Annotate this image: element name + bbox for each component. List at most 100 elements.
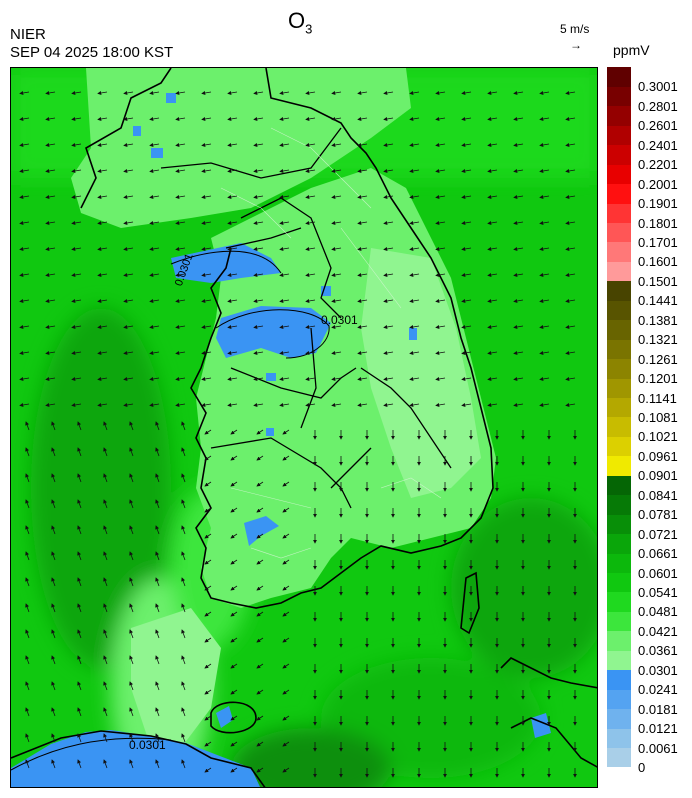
wind-arrow-icon: [97, 195, 108, 199]
wind-arrow-icon: [230, 689, 238, 695]
colorbar-tick-label: 0.1381: [638, 312, 678, 328]
wind-arrow-icon: [77, 473, 82, 483]
wind-arrow-icon: [230, 455, 238, 461]
wind-arrow-icon: [51, 655, 56, 665]
wind-arrow-icon: [175, 143, 186, 147]
wind-arrow-icon: [409, 195, 420, 199]
ozone-map[interactable]: 0.0301 0.0301 0.0301: [10, 67, 598, 788]
wind-arrow-icon: [149, 117, 160, 121]
wind-arrow-icon: [204, 507, 212, 513]
wind-arrow-icon: [103, 681, 108, 691]
colorbar-segment: [607, 86, 631, 107]
wind-arrow-icon: [97, 221, 108, 225]
wind-arrow-icon: [204, 689, 212, 695]
wind-arrow-icon: [565, 377, 576, 381]
wind-arrow-icon: [77, 603, 82, 613]
wind-arrow-icon: [256, 481, 264, 487]
contour-label: 0.0301: [129, 738, 166, 752]
wind-arrow-icon: [461, 273, 472, 277]
wind-arrow-icon: [256, 741, 264, 747]
colorbar-segment: [607, 378, 631, 399]
wind-arrow-icon: [129, 603, 134, 613]
map-title: O3: [288, 8, 313, 37]
wind-reference-label: 5 m/s: [560, 22, 590, 36]
wind-arrow-icon: [331, 221, 342, 225]
wind-arrow-icon: [331, 143, 342, 147]
wind-arrow-icon: [230, 429, 238, 435]
wind-arrow-icon: [129, 655, 134, 665]
colorbar-tick-label: 0.1261: [638, 351, 678, 367]
wind-arrow-icon: [25, 473, 30, 483]
colorbar-tick-label: 0.1901: [638, 196, 678, 212]
wind-arrow-icon: [539, 91, 550, 95]
wind-arrow-icon: [97, 143, 108, 147]
colorbar-segment: [607, 67, 631, 87]
wind-arrow-icon: [25, 525, 30, 535]
wind-arrow-icon: [435, 273, 446, 277]
wind-arrow-icon: [282, 429, 290, 435]
wind-arrow-icon: [97, 273, 108, 277]
wind-arrow-icon: [357, 169, 368, 173]
wind-arrow-icon: [487, 195, 498, 199]
wind-arrow-icon: [513, 117, 524, 121]
wind-arrow-icon: [487, 221, 498, 225]
wind-arrow-icon: [103, 655, 108, 665]
wind-arrow-icon: [279, 377, 290, 381]
wind-arrow-icon: [227, 377, 238, 381]
wind-arrow-icon: [282, 611, 290, 617]
wind-arrow-icon: [487, 403, 498, 407]
wind-arrow-icon: [123, 351, 134, 355]
wind-arrow-icon: [305, 91, 316, 95]
wind-arrow-icon: [19, 325, 30, 329]
wind-arrow-icon: [123, 377, 134, 381]
wind-arrow-icon: [282, 741, 290, 747]
wind-arrow-icon: [204, 741, 212, 747]
wind-arrow-icon: [435, 299, 446, 303]
colorbar-segment: [607, 339, 631, 360]
wind-arrow-icon: [149, 221, 160, 225]
wind-arrow-icon: [409, 377, 420, 381]
wind-arrow-icon: [513, 325, 524, 329]
wind-arrow-icon: [181, 707, 186, 717]
wind-arrow-icon: [204, 429, 212, 435]
wind-arrow-icon: [19, 273, 30, 277]
colorbar-segment: [607, 164, 631, 185]
colorbar-tick-label: 0.1501: [638, 273, 678, 289]
wind-arrow-icon: [539, 377, 550, 381]
wind-arrow-icon: [435, 403, 446, 407]
wind-arrow-icon: [539, 351, 550, 355]
wind-arrow-icon: [331, 195, 342, 199]
wind-arrow-icon: [435, 325, 446, 329]
colorbar: [607, 67, 631, 768]
wind-arrow-icon: [279, 221, 290, 225]
colorbar-segment: [607, 183, 631, 204]
wind-arrow-icon: [487, 325, 498, 329]
unit-label: ppmV: [613, 42, 650, 58]
wind-arrow-icon: [227, 403, 238, 407]
wind-arrow-icon: [256, 585, 264, 591]
wind-arrow-icon: [129, 525, 134, 535]
wind-arrow-icon: [230, 663, 238, 669]
wind-arrow-icon: [25, 655, 30, 665]
colorbar-segment: [607, 650, 631, 671]
wind-arrow-icon: [230, 507, 238, 513]
wind-arrow-icon: [204, 663, 212, 669]
wind-arrow-icon: [204, 611, 212, 617]
wind-arrow-icon: [103, 603, 108, 613]
wind-arrow-icon: [201, 299, 212, 303]
wind-arrow-icon: [97, 247, 108, 251]
wind-arrow-icon: [305, 221, 316, 225]
agency-label: NIER: [10, 26, 46, 43]
wind-arrow-icon: [71, 143, 82, 147]
wind-arrow-icon: [357, 403, 368, 407]
wind-arrow-icon: [305, 273, 316, 277]
wind-arrow-icon: [279, 91, 290, 95]
colorbar-segment: [607, 242, 631, 262]
colorbar-tick-label: 0.1321: [638, 332, 678, 348]
wind-arrow-icon: [357, 117, 368, 121]
wind-arrow-icon: [279, 195, 290, 199]
wind-arrow-icon: [279, 169, 290, 173]
wind-arrow-icon: [513, 221, 524, 225]
wind-arrow-icon: [357, 143, 368, 147]
wind-arrow-icon: [409, 273, 420, 277]
